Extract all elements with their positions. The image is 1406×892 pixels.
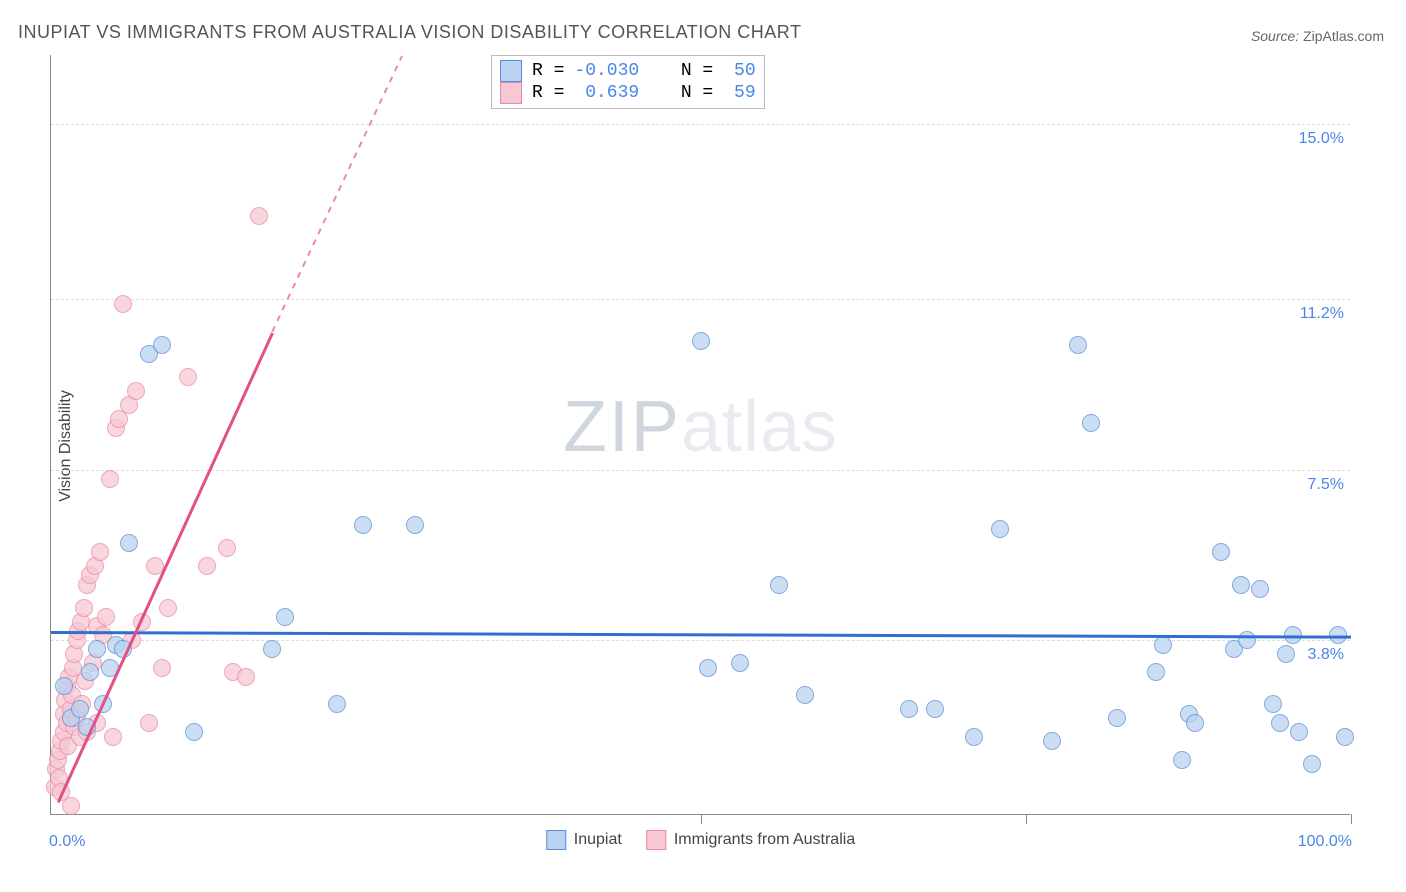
legend-item-0: Inupiat [546, 830, 622, 850]
scatter-point [991, 520, 1009, 538]
scatter-point [1336, 728, 1354, 746]
y-tick-label: 7.5% [1308, 476, 1344, 494]
gridline-horizontal [51, 470, 1350, 471]
series-legend: Inupiat Immigrants from Australia [546, 830, 855, 850]
scatter-point [1186, 714, 1204, 732]
stats-r-label: R = [532, 83, 564, 103]
scatter-point [328, 695, 346, 713]
scatter-point [1264, 695, 1282, 713]
scatter-plot-area: ZIPatlas R = -0.030 N = 50 R = 0.639 N =… [50, 55, 1350, 815]
legend-item-1: Immigrants from Australia [646, 830, 855, 850]
scatter-point [218, 539, 236, 557]
scatter-point [81, 663, 99, 681]
chart-title: INUPIAT VS IMMIGRANTS FROM AUSTRALIA VIS… [18, 22, 801, 43]
stats-n-label: N = [681, 61, 713, 81]
scatter-point [114, 295, 132, 313]
scatter-point [120, 534, 138, 552]
scatter-point [276, 608, 294, 626]
legend-swatch-1 [646, 830, 666, 850]
scatter-point [770, 576, 788, 594]
stats-swatch-series-1 [500, 82, 522, 104]
scatter-point [1147, 663, 1165, 681]
legend-swatch-0 [546, 830, 566, 850]
scatter-point [185, 723, 203, 741]
scatter-point [900, 700, 918, 718]
correlation-stats-box: R = -0.030 N = 50 R = 0.639 N = 59 [491, 55, 765, 109]
x-tick-mark [701, 814, 702, 824]
scatter-point [1290, 723, 1308, 741]
scatter-point [1277, 645, 1295, 663]
x-tick-label: 100.0% [1298, 833, 1352, 851]
watermark-atlas: atlas [681, 386, 838, 466]
scatter-point [153, 336, 171, 354]
x-tick-mark [1351, 814, 1352, 824]
regression-line [51, 631, 1351, 638]
scatter-point [406, 516, 424, 534]
stats-n-value-0: 50 [723, 61, 755, 81]
scatter-point [250, 207, 268, 225]
scatter-point [71, 700, 89, 718]
scatter-point [1303, 755, 1321, 773]
y-tick-label: 11.2% [1300, 305, 1344, 323]
legend-label-1: Immigrants from Australia [674, 831, 855, 849]
scatter-point [159, 599, 177, 617]
scatter-point [97, 608, 115, 626]
scatter-point [88, 640, 106, 658]
x-tick-label: 0.0% [49, 833, 85, 851]
scatter-point [62, 797, 80, 815]
scatter-point [1173, 751, 1191, 769]
stats-r-label: R = [532, 61, 564, 81]
source-attribution: Source: ZipAtlas.com [1251, 28, 1384, 44]
watermark-zip: ZIP [563, 386, 681, 466]
scatter-point [1212, 543, 1230, 561]
scatter-point [101, 470, 119, 488]
legend-label-0: Inupiat [574, 831, 622, 849]
scatter-point [1082, 414, 1100, 432]
scatter-point [965, 728, 983, 746]
scatter-point [1232, 576, 1250, 594]
y-tick-label: 3.8% [1308, 646, 1344, 664]
scatter-point [55, 677, 73, 695]
regression-line [271, 55, 402, 332]
scatter-point [1251, 580, 1269, 598]
scatter-point [263, 640, 281, 658]
scatter-point [1108, 709, 1126, 727]
scatter-point [237, 668, 255, 686]
scatter-point [692, 332, 710, 350]
stats-n-label: N = [681, 83, 713, 103]
gridline-horizontal [51, 124, 1350, 125]
watermark-text: ZIPatlas [563, 385, 838, 467]
scatter-point [1154, 636, 1172, 654]
stats-row-series-1: R = 0.639 N = 59 [500, 82, 756, 104]
scatter-point [104, 728, 122, 746]
source-value: ZipAtlas.com [1303, 28, 1384, 44]
stats-n-value-1: 59 [723, 83, 755, 103]
scatter-point [179, 368, 197, 386]
scatter-point [198, 557, 216, 575]
stats-swatch-series-0 [500, 60, 522, 82]
scatter-point [731, 654, 749, 672]
stats-r-value-1: 0.639 [574, 83, 639, 103]
scatter-point [75, 599, 93, 617]
scatter-point [140, 714, 158, 732]
scatter-point [926, 700, 944, 718]
scatter-point [1069, 336, 1087, 354]
scatter-point [1271, 714, 1289, 732]
source-label: Source: [1251, 28, 1299, 44]
scatter-point [127, 382, 145, 400]
scatter-point [796, 686, 814, 704]
stats-r-value-0: -0.030 [574, 61, 639, 81]
scatter-point [91, 543, 109, 561]
scatter-point [354, 516, 372, 534]
scatter-point [699, 659, 717, 677]
stats-row-series-0: R = -0.030 N = 50 [500, 60, 756, 82]
y-tick-label: 15.0% [1299, 130, 1344, 148]
scatter-point [153, 659, 171, 677]
scatter-point [1043, 732, 1061, 750]
scatter-point [1238, 631, 1256, 649]
gridline-horizontal [51, 299, 1350, 300]
x-tick-mark [1026, 814, 1027, 824]
